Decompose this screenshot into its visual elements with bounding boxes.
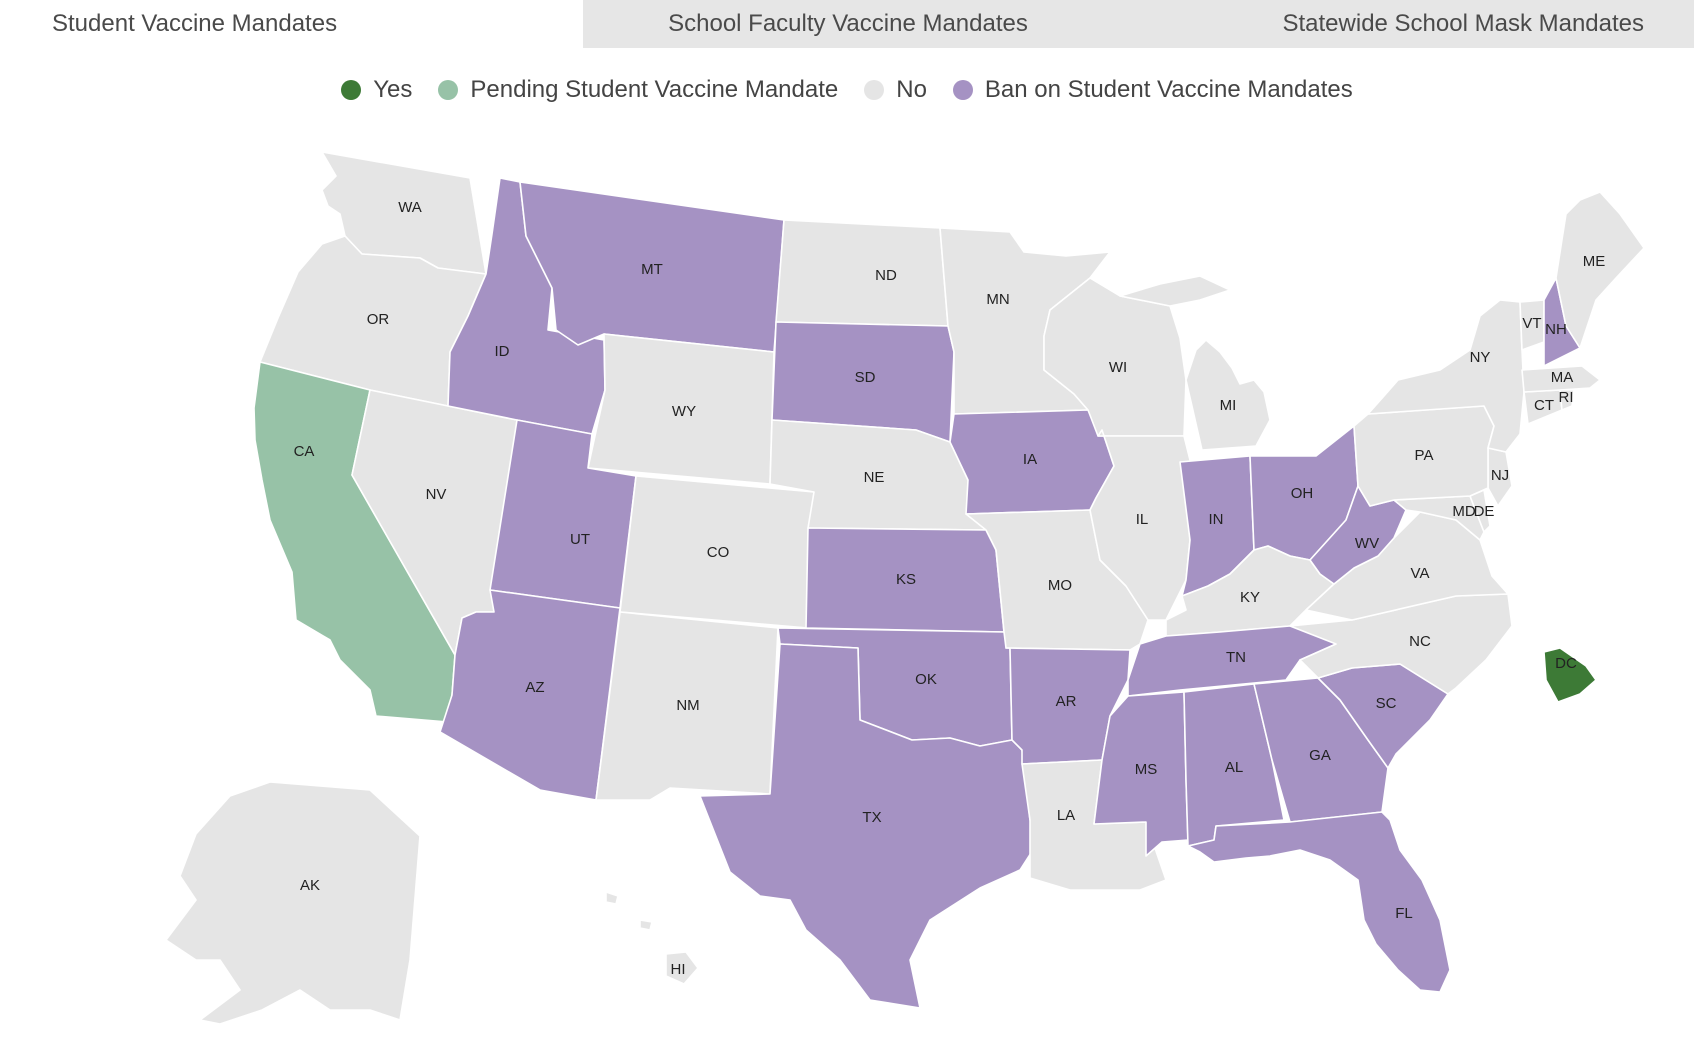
state-ma[interactable] xyxy=(1521,365,1601,393)
state-nj[interactable] xyxy=(1487,447,1513,507)
state-me[interactable] xyxy=(1555,191,1645,349)
tab-label: School Faculty Vaccine Mandates xyxy=(668,10,1028,37)
tab-label: Student Vaccine Mandates xyxy=(52,10,338,37)
legend-swatch xyxy=(341,80,362,100)
tab-label: Statewide School Mask Mandates xyxy=(1282,10,1645,37)
legend-label: Ban on Student Vaccine Mandates xyxy=(984,76,1353,103)
state-nm[interactable] xyxy=(595,611,779,801)
state-az[interactable] xyxy=(439,589,621,801)
state-ia[interactable] xyxy=(949,409,1115,515)
state-ct[interactable] xyxy=(1523,389,1563,425)
legend-item-pending[interactable]: Pending Student Vaccine Mandate xyxy=(438,76,838,104)
state-hi[interactable] xyxy=(605,891,699,985)
state-tx[interactable] xyxy=(699,643,1039,1009)
tab-student-vaccine-mandates[interactable]: Student Vaccine Mandates xyxy=(0,0,583,48)
legend-item-yes[interactable]: Yes xyxy=(341,76,412,104)
state-ri[interactable] xyxy=(1559,389,1575,411)
tab-statewide-school-mask-mandates[interactable]: Statewide School Mask Mandates xyxy=(1113,0,1694,48)
legend-label: Pending Student Vaccine Mandate xyxy=(470,76,839,103)
legend-label: Yes xyxy=(373,76,413,103)
state-pa[interactable] xyxy=(1353,405,1495,507)
state-mi[interactable] xyxy=(1119,275,1271,451)
state-fl[interactable] xyxy=(1187,811,1451,993)
state-dc[interactable] xyxy=(1543,647,1597,703)
legend-swatch xyxy=(438,80,459,100)
state-co[interactable] xyxy=(619,475,815,629)
state-ak[interactable] xyxy=(165,781,421,1025)
state-ks[interactable] xyxy=(805,527,1005,633)
tab-bar: Student Vaccine Mandates School Faculty … xyxy=(0,0,1694,48)
map-legend: Yes Pending Student Vaccine Mandate No B… xyxy=(0,68,1694,112)
legend-item-ban[interactable]: Ban on Student Vaccine Mandates xyxy=(952,76,1353,104)
legend-swatch xyxy=(952,80,973,100)
legend-label: No xyxy=(896,76,927,103)
us-map-svg: WAORCANVIDMTWYUTAZCONMNDSDNEKSOKTXMNIAMO… xyxy=(165,151,1645,1025)
state-wy[interactable] xyxy=(587,333,775,485)
tab-school-faculty-vaccine-mandates[interactable]: School Faculty Vaccine Mandates xyxy=(582,0,1114,48)
state-nd[interactable] xyxy=(775,219,949,327)
state-vt[interactable] xyxy=(1519,299,1545,351)
legend-swatch xyxy=(864,80,885,100)
state-mt[interactable] xyxy=(519,181,785,353)
us-map: WA OR CA NV ID MT WY UT AZ CO NM ND SD NE KS OK TX MN IA MO… xyxy=(0,120,1694,1060)
legend-item-no[interactable]: No xyxy=(864,76,927,104)
